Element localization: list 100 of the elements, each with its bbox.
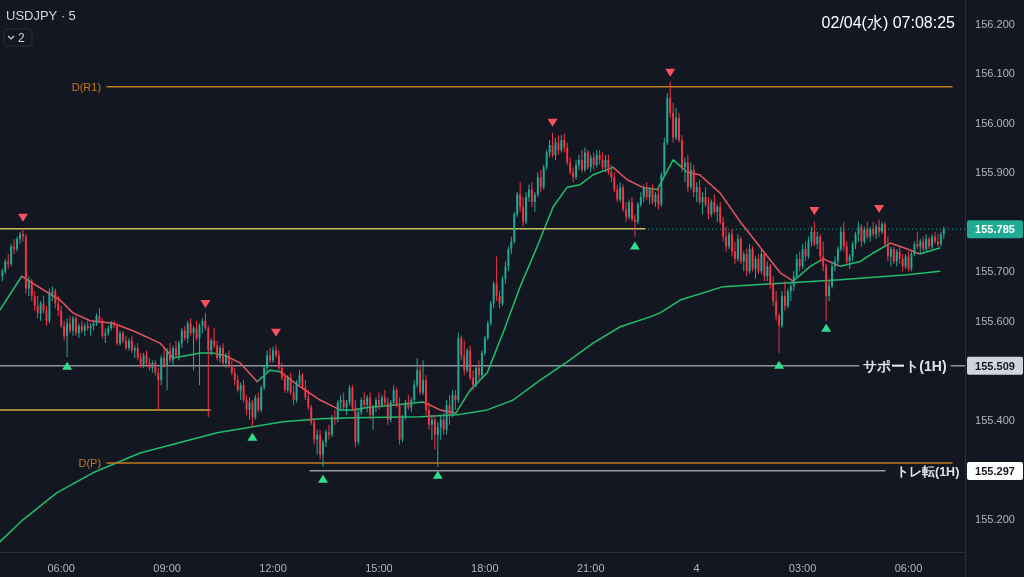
- candlestick: [619, 181, 622, 203]
- annotation: 02/04(水) 07:08:25: [821, 14, 956, 31]
- candlestick: [763, 250, 766, 282]
- candlestick: [39, 300, 42, 322]
- price-label: 155.785: [967, 220, 1023, 239]
- candlestick: [781, 290, 783, 329]
- x-tick-label: 06:00: [894, 562, 923, 574]
- price-label: 155.297: [967, 462, 1023, 480]
- candlestick: [675, 107, 678, 141]
- candlestick: [530, 181, 533, 208]
- candlestick: [751, 246, 754, 272]
- candlestick: [475, 364, 477, 389]
- candlestick: [583, 147, 586, 173]
- candlestick: [801, 243, 804, 270]
- candlestick: [463, 340, 466, 376]
- text: USDJPY · 5: [6, 8, 76, 23]
- candlestick: [745, 248, 748, 277]
- candlestick: [628, 199, 630, 220]
- x-tick-label: 18:00: [471, 562, 499, 574]
- candlestick: [739, 236, 742, 265]
- candlestick: [742, 250, 745, 272]
- candlestick: [430, 414, 433, 441]
- y-tick-label: 155.400: [975, 413, 1015, 426]
- candlestick: [16, 236, 19, 252]
- candlestick: [695, 181, 698, 203]
- y-tick-label: 155.600: [975, 314, 1015, 327]
- candlestick: [760, 248, 763, 275]
- candlestick: [713, 194, 716, 215]
- candlestick: [736, 233, 739, 262]
- candlestick: [586, 149, 589, 171]
- series-label: D(P): [78, 456, 102, 469]
- candlestick: [160, 354, 163, 386]
- candlestick: [257, 392, 260, 413]
- candlestick: [783, 280, 786, 312]
- candlestick: [219, 345, 222, 364]
- x-tick-label: 09:00: [153, 562, 181, 574]
- candlestick: [442, 411, 445, 436]
- candlestick: [748, 243, 751, 275]
- x-tick-label: 15:00: [365, 562, 393, 574]
- annotation: サポート(1H): [863, 357, 947, 374]
- x-tick-label: 4: [693, 562, 700, 574]
- x-tick-label: 06:00: [47, 562, 75, 574]
- y-tick-label: 156.200: [975, 17, 1015, 30]
- annotation: 2: [18, 31, 25, 45]
- candlestick: [683, 156, 686, 183]
- candlestick: [478, 359, 480, 381]
- candlestick: [72, 315, 74, 337]
- x-tick-label: 12:00: [259, 562, 287, 574]
- candlestick: [10, 243, 13, 267]
- candlestick: [251, 399, 254, 428]
- y-tick-label: 155.200: [975, 512, 1015, 525]
- candlestick: [163, 347, 166, 369]
- candlestick: [931, 233, 934, 250]
- candlestick: [166, 347, 169, 391]
- candlestick: [448, 394, 451, 426]
- series-label: D(R1): [71, 80, 102, 93]
- candlestick: [419, 364, 422, 396]
- candlestick: [819, 233, 822, 262]
- candlestick: [127, 337, 130, 352]
- candlestick: [454, 389, 457, 411]
- candlestick: [222, 342, 224, 366]
- candlestick: [377, 392, 380, 411]
- candlestick: [172, 345, 174, 366]
- candlestick: [316, 429, 319, 455]
- candlestick: [36, 295, 39, 319]
- candlestick: [575, 159, 578, 181]
- candlestick: [119, 330, 121, 347]
- candlestick: [124, 335, 127, 352]
- candlestick: [54, 288, 57, 309]
- candlestick: [116, 322, 119, 347]
- annotation: トレ転(1H): [896, 465, 960, 479]
- y-tick-label: 156.000: [975, 116, 1015, 129]
- candlestick: [701, 191, 704, 215]
- candlestick: [69, 315, 71, 334]
- candlestick: [875, 223, 878, 240]
- y-tick-label: 155.900: [975, 166, 1015, 179]
- candlestick: [74, 315, 77, 337]
- candlestick: [439, 414, 442, 441]
- ref-line-label: 155.785: [975, 223, 1015, 236]
- candlestick: [466, 347, 469, 374]
- ref-line-label: 155.509: [975, 359, 1015, 372]
- candlestick: [225, 352, 227, 369]
- y-tick-label: 155.700: [975, 265, 1015, 278]
- candlestick: [192, 325, 195, 371]
- candlestick: [386, 397, 389, 426]
- candlestick: [692, 164, 695, 198]
- candlestick: [798, 250, 801, 272]
- candlestick: [330, 414, 333, 438]
- candlestick: [934, 231, 936, 245]
- x-tick-label: 21:00: [577, 562, 605, 574]
- candlestick: [336, 399, 339, 423]
- button: 2: [3, 28, 33, 47]
- candlestick: [27, 275, 30, 297]
- x-tick-label: 03:00: [788, 562, 817, 574]
- y-tick-label: 156.100: [975, 67, 1015, 80]
- candlestick: [422, 359, 425, 396]
- candlestick: [539, 169, 542, 193]
- candlestick: [728, 231, 730, 250]
- candlestick: [580, 149, 583, 173]
- candlestick: [689, 161, 692, 191]
